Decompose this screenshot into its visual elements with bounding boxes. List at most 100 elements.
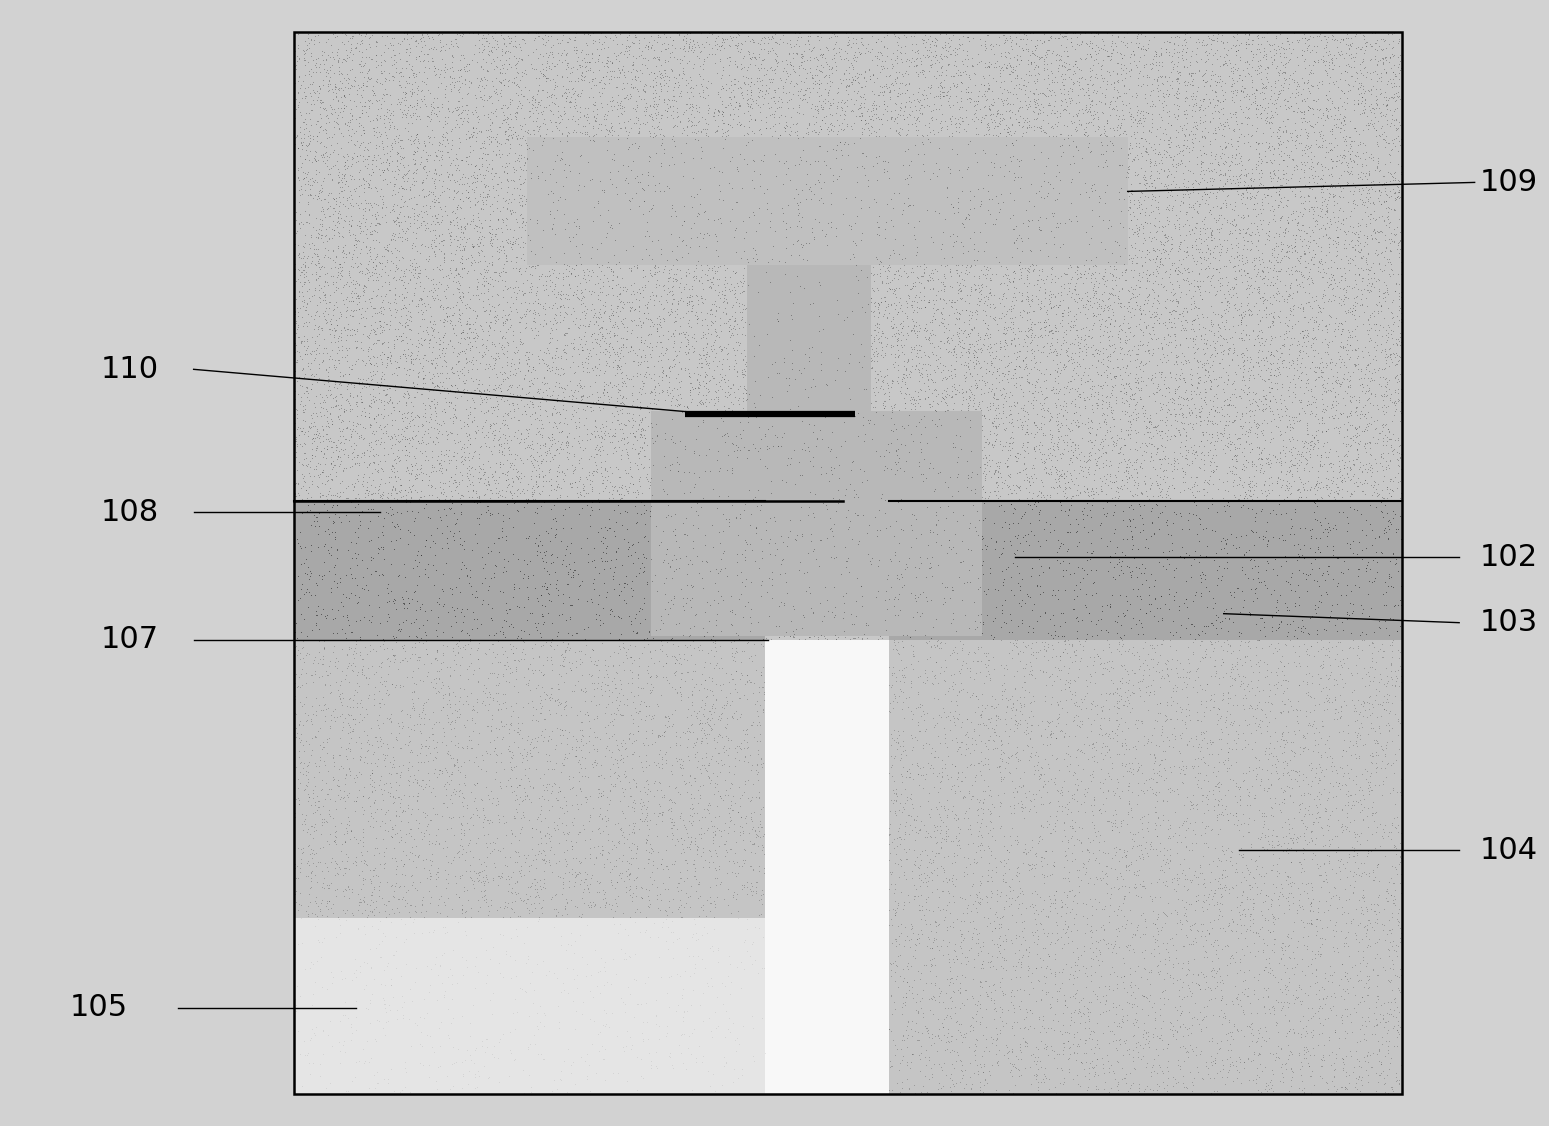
Point bbox=[369, 645, 393, 663]
Point bbox=[1231, 999, 1256, 1017]
Point bbox=[373, 895, 398, 913]
Point bbox=[753, 727, 778, 745]
Point bbox=[1194, 1008, 1219, 1026]
Point bbox=[553, 586, 578, 604]
Point bbox=[559, 199, 584, 217]
Point bbox=[1241, 789, 1266, 807]
Point bbox=[663, 701, 688, 720]
Point bbox=[1015, 945, 1039, 963]
Point bbox=[1042, 815, 1067, 833]
Point bbox=[627, 623, 652, 641]
Point bbox=[428, 291, 452, 309]
Point bbox=[1169, 712, 1194, 730]
Point bbox=[1256, 305, 1281, 323]
Point bbox=[821, 789, 846, 807]
Point bbox=[1219, 78, 1244, 96]
Point bbox=[338, 602, 362, 620]
Point bbox=[1154, 694, 1179, 712]
Point bbox=[940, 815, 965, 833]
Point bbox=[685, 616, 709, 634]
Point bbox=[547, 665, 572, 683]
Point bbox=[395, 1038, 420, 1056]
Point bbox=[333, 725, 358, 743]
Point bbox=[338, 558, 362, 577]
Point bbox=[296, 1064, 321, 1082]
Point bbox=[386, 1064, 410, 1082]
Point bbox=[1248, 649, 1273, 667]
Point bbox=[840, 998, 864, 1016]
Point bbox=[472, 1063, 497, 1081]
Point bbox=[976, 1063, 1001, 1081]
Point bbox=[708, 152, 733, 170]
Point bbox=[404, 164, 429, 182]
Point bbox=[942, 68, 967, 86]
Point bbox=[950, 655, 974, 673]
Point bbox=[448, 604, 472, 622]
Point bbox=[723, 263, 748, 282]
Point bbox=[936, 1010, 960, 1028]
Point bbox=[370, 193, 395, 211]
Point bbox=[1236, 539, 1261, 557]
Point bbox=[1327, 146, 1352, 164]
Point bbox=[1199, 635, 1224, 653]
Point bbox=[860, 124, 884, 142]
Point bbox=[291, 1018, 316, 1036]
Point bbox=[1250, 911, 1275, 929]
Point bbox=[302, 973, 327, 991]
Point bbox=[802, 935, 827, 953]
Point bbox=[720, 401, 745, 419]
Point bbox=[321, 1065, 345, 1083]
Point bbox=[336, 1082, 361, 1100]
Point bbox=[768, 647, 793, 665]
Point bbox=[325, 600, 350, 618]
Point bbox=[1326, 484, 1351, 502]
Point bbox=[1142, 1063, 1166, 1081]
Point bbox=[556, 1022, 581, 1040]
Point bbox=[1351, 905, 1376, 923]
Point bbox=[502, 222, 527, 240]
Point bbox=[815, 500, 840, 518]
Point bbox=[1222, 863, 1247, 881]
Point bbox=[1202, 102, 1227, 120]
Point bbox=[480, 610, 505, 628]
Point bbox=[867, 260, 892, 278]
Point bbox=[582, 1019, 607, 1037]
Point bbox=[1267, 980, 1292, 998]
Point bbox=[922, 484, 946, 502]
Point bbox=[1345, 707, 1369, 725]
Point bbox=[1010, 1040, 1035, 1058]
Point bbox=[809, 894, 833, 912]
Point bbox=[438, 606, 463, 624]
Point bbox=[564, 795, 589, 813]
Point bbox=[1340, 777, 1365, 795]
Point bbox=[657, 874, 682, 892]
Point bbox=[499, 525, 524, 543]
Point bbox=[754, 599, 779, 617]
Point bbox=[717, 668, 742, 686]
Point bbox=[1030, 605, 1055, 623]
Point bbox=[742, 613, 767, 631]
Point bbox=[1318, 673, 1343, 691]
Point bbox=[1270, 990, 1295, 1008]
Point bbox=[325, 963, 350, 981]
Point bbox=[1025, 271, 1050, 289]
Point bbox=[1279, 742, 1304, 760]
Point bbox=[556, 906, 581, 924]
Point bbox=[925, 450, 950, 468]
Point bbox=[1098, 553, 1123, 571]
Point bbox=[485, 955, 510, 973]
Point bbox=[1218, 668, 1242, 686]
Point bbox=[1089, 796, 1114, 814]
Point bbox=[1160, 681, 1185, 699]
Point bbox=[1066, 300, 1090, 318]
Point bbox=[754, 905, 779, 923]
Point bbox=[570, 736, 595, 754]
Point bbox=[1388, 582, 1413, 600]
Point bbox=[892, 691, 917, 709]
Point bbox=[1377, 830, 1402, 848]
Point bbox=[962, 466, 987, 484]
Point bbox=[445, 985, 469, 1003]
Point bbox=[880, 667, 905, 685]
Point bbox=[1324, 148, 1349, 166]
Point bbox=[308, 705, 333, 723]
